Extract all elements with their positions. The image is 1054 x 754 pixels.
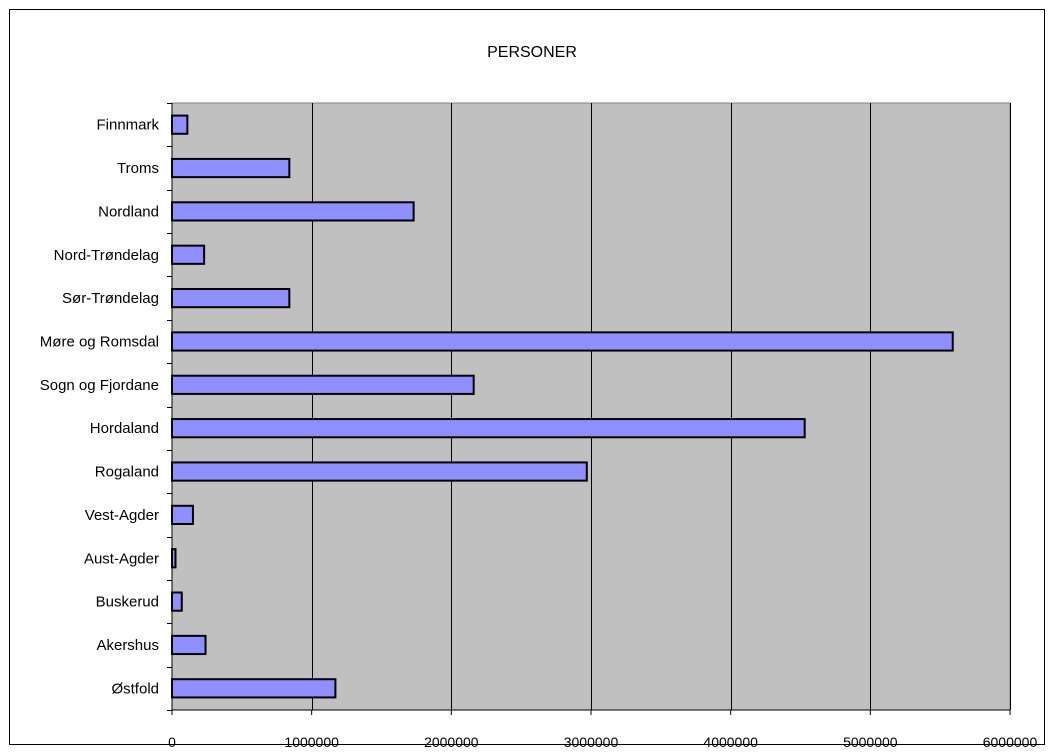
- x-tick-label: 2000000: [424, 734, 479, 750]
- x-tick-label: 1000000: [284, 734, 339, 750]
- category-label: Sogn og Fjordane: [40, 377, 159, 394]
- category-label: Hordaland: [90, 420, 159, 437]
- axes: [167, 103, 1011, 715]
- category-label: Rogaland: [95, 464, 159, 481]
- bar: [171, 114, 189, 135]
- bar: [171, 591, 183, 612]
- category-label: Sør-Trøndelag: [62, 290, 159, 307]
- x-tick-labels: 0 1000000 2000000 3000000 4000000 5000000 6000…: [168, 734, 1037, 750]
- category-label: Buskerud: [96, 594, 159, 611]
- category-label: Nord-Trøndelag: [54, 247, 159, 264]
- bar: [171, 634, 207, 656]
- x-tick-label: 0: [168, 734, 176, 750]
- bar: [171, 504, 194, 525]
- category-label: Østfold: [111, 680, 159, 697]
- category-label: Nordland: [98, 203, 159, 220]
- bar: [171, 374, 475, 395]
- category-label: Troms: [117, 160, 159, 177]
- x-tick-label: 4000000: [703, 734, 758, 750]
- x-tick-label: 3000000: [564, 734, 619, 750]
- category-labels: Finnmark Troms Nordland Nord-Trøndelag Sør-T…: [40, 117, 160, 698]
- chart-title: PERSONER: [487, 44, 577, 61]
- category-label: Aust-Agder: [84, 550, 159, 567]
- bar: [171, 157, 291, 179]
- bar: [171, 548, 177, 569]
- bar: [171, 288, 291, 309]
- category-label: Møre og Romsdal: [40, 333, 159, 350]
- bar: [171, 461, 588, 482]
- bar: [171, 244, 206, 265]
- x-tick-label: 5000000: [843, 734, 898, 750]
- category-label: Finnmark: [96, 117, 159, 134]
- bars: [171, 114, 954, 699]
- bar: [171, 418, 806, 439]
- category-label: Akershus: [96, 637, 159, 654]
- bar: [171, 201, 415, 222]
- bar: [171, 678, 337, 699]
- category-label: Vest-Agder: [85, 507, 159, 524]
- x-tick-label: 6000000: [983, 734, 1038, 750]
- bar: [171, 331, 954, 352]
